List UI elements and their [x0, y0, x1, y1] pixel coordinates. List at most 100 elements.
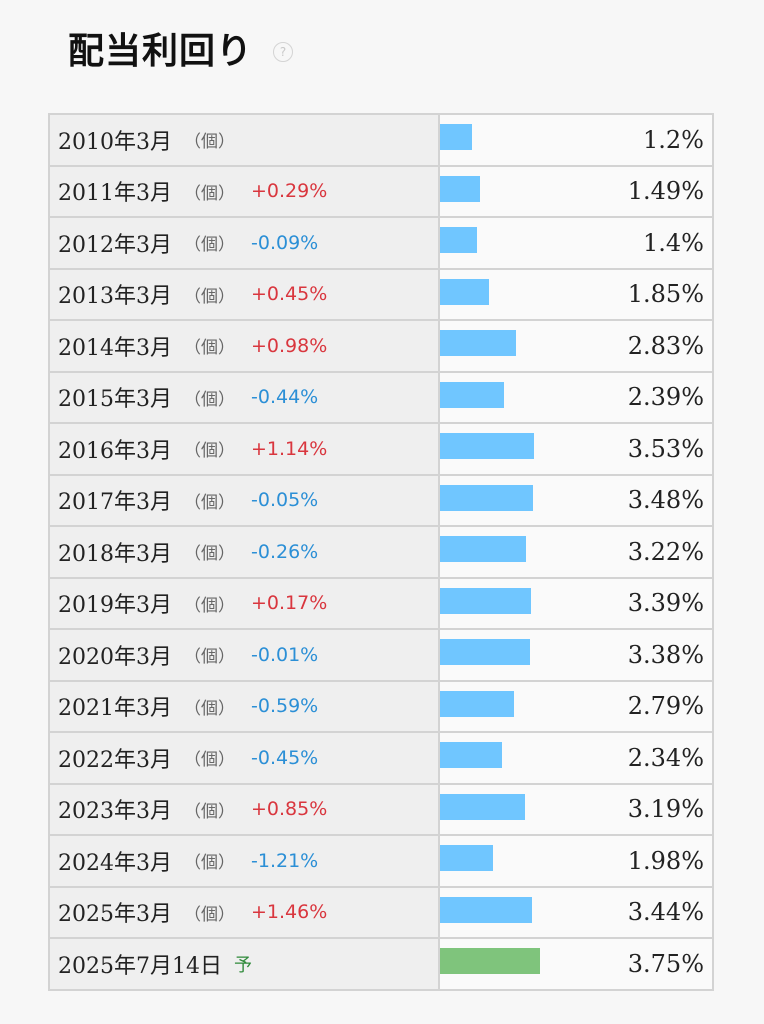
table-row: 2018年3月 （個） -0.26% 3.22% — [50, 527, 712, 579]
yield-bar — [440, 433, 534, 459]
table-row: 2012年3月 （個） -0.09% 1.4% — [50, 218, 712, 270]
row-value-cell: 3.22% — [440, 527, 712, 577]
row-change: -0.44% — [251, 386, 319, 409]
yield-bar — [440, 227, 477, 253]
table-row: 2021年3月 （個） -0.59% 2.79% — [50, 681, 712, 733]
row-label-cell: 2022年3月 （個） -0.45% — [50, 733, 440, 783]
table-row: 2014年3月 （個） +0.98% 2.83% — [50, 321, 712, 373]
row-unit: （個） — [184, 647, 235, 668]
row-label-cell: 2025年3月 （個） +1.46% — [50, 887, 440, 937]
row-value-cell: 3.53% — [440, 424, 712, 474]
yield-bar — [440, 587, 531, 614]
row-change: +0.45% — [251, 283, 328, 306]
row-change: -0.59% — [251, 695, 319, 718]
row-value: 2.39% — [627, 383, 704, 412]
row-change: -0.45% — [251, 746, 319, 769]
row-value-cell: 1.85% — [440, 270, 712, 320]
row-value: 1.2% — [643, 125, 704, 154]
row-date: 2025年7月14日 — [58, 953, 222, 979]
table-row: 2010年3月 （個） 1.2% — [50, 115, 712, 167]
yield-bar — [440, 381, 504, 408]
row-change: +1.46% — [251, 901, 328, 924]
row-unit: （個） — [184, 183, 235, 204]
row-unit: （個） — [184, 492, 235, 513]
row-value: 2.83% — [627, 331, 704, 360]
row-value-cell: 2.39% — [440, 373, 712, 423]
table-row: 2023年3月 （個） +0.85% 3.19% — [50, 784, 712, 836]
row-date: 2017年3月 — [58, 490, 172, 516]
row-label-cell: 2018年3月 （個） -0.26% — [50, 527, 440, 577]
row-change: -0.26% — [251, 540, 319, 563]
row-value: 3.38% — [627, 640, 704, 669]
row-value-cell: 3.48% — [440, 476, 712, 526]
row-value-cell: 1.49% — [440, 167, 712, 217]
row-unit: （個） — [184, 286, 235, 307]
row-date: 2010年3月 — [58, 129, 172, 155]
row-unit: （個） — [184, 389, 235, 410]
yield-bar — [440, 896, 532, 923]
table-row: 2011年3月 （個） +0.29% 1.49% — [50, 166, 712, 218]
row-value: 3.39% — [627, 589, 704, 618]
row-value-cell: 1.98% — [440, 836, 712, 886]
table-row: 2022年3月 （個） -0.45% 2.34% — [50, 733, 712, 785]
row-change: +0.17% — [251, 592, 328, 615]
row-label-cell: 2016年3月 （個） +1.14% — [50, 424, 440, 474]
row-value-cell: 1.4% — [440, 218, 712, 268]
row-date: 2024年3月 — [58, 850, 172, 876]
table-row: 2019年3月 （個） +0.17% 3.39% — [50, 578, 712, 630]
yield-bar — [440, 175, 480, 202]
row-change: +0.98% — [251, 334, 328, 357]
yield-bar — [440, 330, 516, 356]
row-value: 3.44% — [627, 898, 704, 927]
row-label-cell: 2020年3月 （個） -0.01% — [50, 630, 440, 680]
row-date: 2022年3月 — [58, 747, 172, 773]
row-change: -1.21% — [251, 849, 319, 872]
table-row: 2020年3月 （個） -0.01% 3.38% — [50, 630, 712, 682]
help-icon[interactable]: ? — [273, 42, 294, 62]
dividend-yield-table: 2010年3月 （個） 1.2% 2011年3月 （個） +0.29% 1.49% 2012年… — [48, 113, 714, 991]
row-change: -0.01% — [251, 643, 319, 666]
row-change: +1.14% — [251, 437, 328, 460]
row-value: 3.19% — [627, 795, 704, 824]
table-row: 2017年3月 （個） -0.05% 3.48% — [50, 475, 712, 527]
row-unit: （個） — [184, 801, 235, 822]
table-row: 2016年3月 （個） +1.14% 3.53% — [50, 424, 712, 476]
row-value: 1.49% — [627, 177, 704, 206]
row-value: 3.48% — [627, 486, 704, 515]
row-label-cell: 2025年7月14日予 — [50, 939, 440, 989]
row-label-cell: 2013年3月 （個） +0.45% — [50, 269, 440, 319]
row-value: 3.75% — [627, 949, 704, 978]
yield-bar — [440, 639, 530, 665]
row-date: 2011年3月 — [58, 181, 172, 207]
row-unit: （個） — [184, 750, 235, 771]
row-label-cell: 2014年3月 （個） +0.98% — [50, 321, 440, 371]
yield-bar — [440, 278, 489, 305]
row-unit: （個） — [184, 441, 235, 462]
table-row: 2025年7月14日予 3.75% — [50, 939, 712, 991]
row-change: +0.85% — [251, 798, 328, 821]
row-label-cell: 2012年3月 （個） -0.09% — [50, 218, 440, 268]
row-value-cell: 2.83% — [440, 321, 712, 371]
row-unit: （個） — [184, 544, 235, 565]
header: 配当利回り ? — [68, 22, 294, 74]
yield-bar — [440, 484, 533, 511]
row-label-cell: 2017年3月 （個） -0.05% — [50, 475, 440, 525]
row-label-cell: 2024年3月 （個） -1.21% — [50, 836, 440, 886]
row-label-cell: 2023年3月 （個） +0.85% — [50, 784, 440, 834]
row-date: 2014年3月 — [58, 335, 172, 361]
row-unit: （個） — [184, 698, 235, 719]
row-change: -0.09% — [251, 231, 319, 254]
row-unit: （個） — [184, 338, 235, 359]
row-value-cell: 1.2% — [440, 115, 712, 165]
row-label-cell: 2019年3月 （個） +0.17% — [50, 578, 440, 628]
row-value: 1.4% — [643, 228, 704, 257]
row-unit: （個） — [184, 595, 235, 616]
row-value-cell: 2.79% — [440, 682, 712, 732]
row-label-cell: 2011年3月 （個） +0.29% — [50, 166, 440, 216]
row-value: 2.34% — [627, 743, 704, 772]
row-label-cell: 2015年3月 （個） -0.44% — [50, 372, 440, 422]
yield-bar — [440, 742, 502, 768]
row-value-cell: 3.38% — [440, 630, 712, 680]
forecast-badge: 予 — [233, 954, 252, 976]
